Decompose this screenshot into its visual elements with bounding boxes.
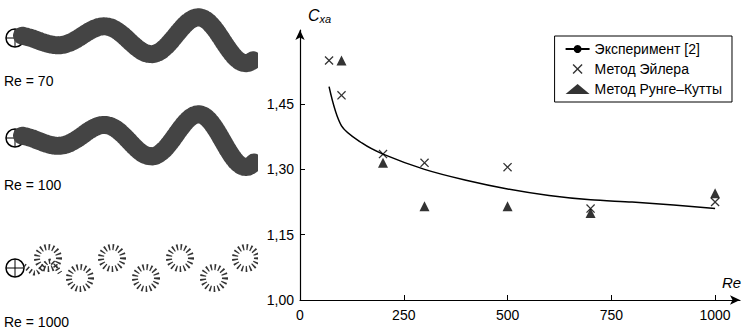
svg-text:1,00: 1,00 bbox=[267, 292, 294, 308]
svg-text:Эксперимент [2]: Эксперимент [2] bbox=[595, 41, 700, 57]
svg-text:Re: Re bbox=[722, 274, 741, 291]
svg-text:1,30: 1,30 bbox=[267, 161, 294, 177]
svg-text:1,45: 1,45 bbox=[267, 96, 294, 112]
svg-text:Re = 1000: Re = 1000 bbox=[4, 314, 69, 330]
svg-text:Re = 70: Re = 70 bbox=[4, 73, 54, 89]
svg-text:750: 750 bbox=[600, 307, 624, 323]
svg-text:250: 250 bbox=[392, 307, 416, 323]
svg-text:Метод Эйлера: Метод Эйлера bbox=[595, 61, 690, 77]
svg-text:1000: 1000 bbox=[700, 307, 731, 323]
svg-text:1,15: 1,15 bbox=[267, 227, 294, 243]
svg-text:C: C bbox=[308, 7, 320, 24]
svg-text:xa: xa bbox=[319, 13, 332, 25]
svg-text:0: 0 bbox=[296, 307, 304, 323]
svg-text:Re = 100: Re = 100 bbox=[4, 177, 61, 193]
svg-text:Метод Рунге–Кутты: Метод Рунге–Кутты bbox=[595, 81, 722, 97]
svg-text:500: 500 bbox=[496, 307, 520, 323]
